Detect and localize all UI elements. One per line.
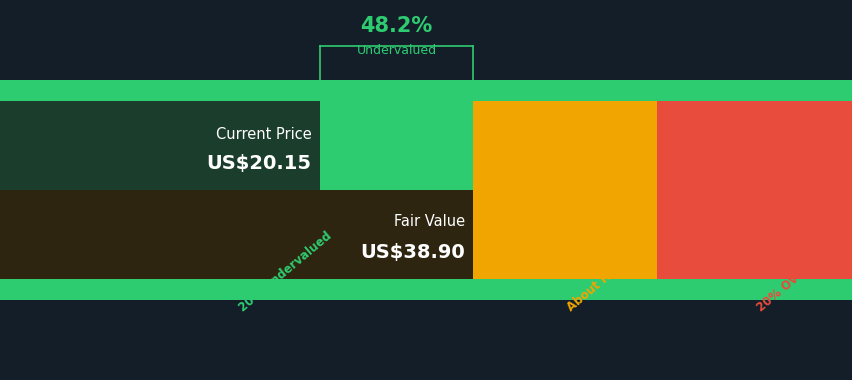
Text: 48.2%: 48.2% — [360, 16, 432, 36]
Bar — [0, 101, 320, 190]
Bar — [0, 80, 473, 300]
Bar — [473, 80, 656, 300]
Text: 20% Undervalued: 20% Undervalued — [237, 229, 334, 314]
Text: US$38.90: US$38.90 — [360, 243, 464, 262]
Text: US$20.15: US$20.15 — [206, 154, 311, 173]
Text: Current Price: Current Price — [216, 127, 311, 142]
Text: Undervalued: Undervalued — [356, 44, 436, 57]
Bar — [656, 80, 852, 300]
Text: Fair Value: Fair Value — [394, 214, 464, 229]
Bar — [0, 279, 852, 300]
Text: 20% Overvalued: 20% Overvalued — [754, 235, 845, 314]
Bar — [0, 80, 852, 101]
Bar — [0, 190, 473, 279]
Text: About Right: About Right — [565, 253, 633, 314]
